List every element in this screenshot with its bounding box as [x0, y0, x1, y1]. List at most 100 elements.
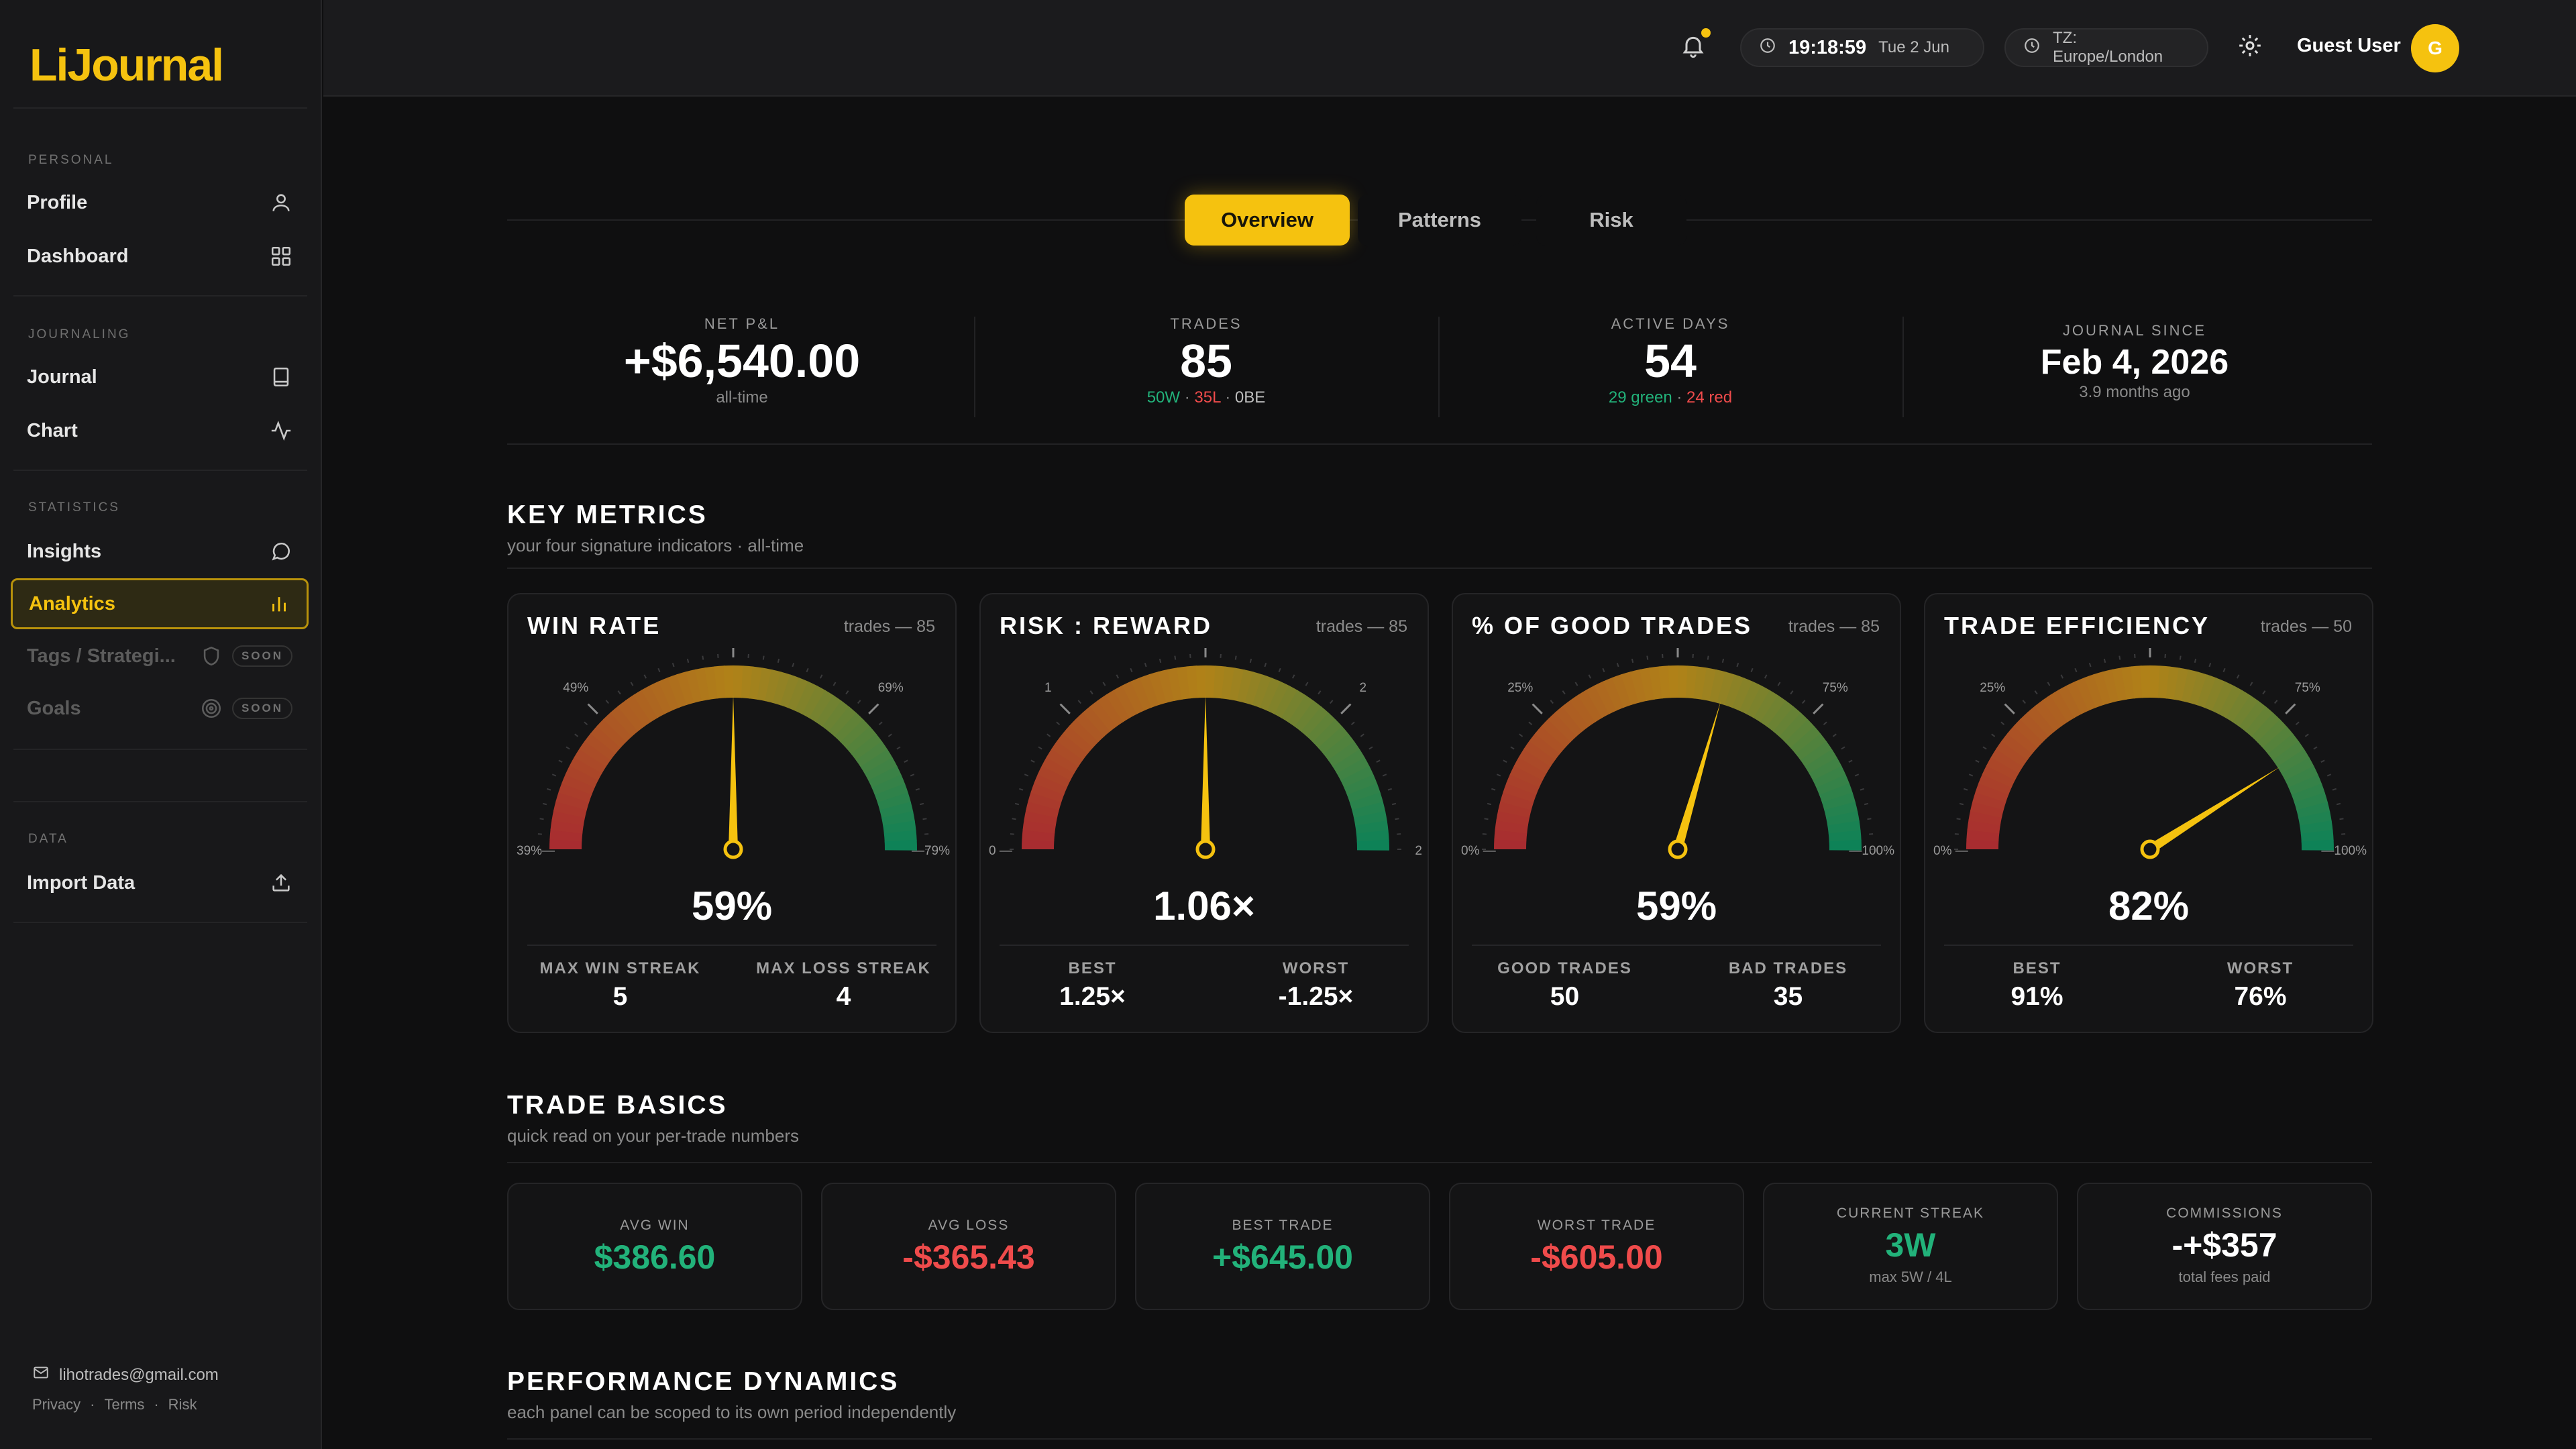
sidebar-item-goals[interactable]: Goals SOON — [11, 683, 309, 734]
gauge-arc-segment — [1346, 783, 1381, 804]
gauge-needle — [1673, 701, 1721, 851]
best-trade-card: BEST TRADE +$645.00 — [1135, 1183, 1430, 1310]
gauge-arc-segment — [1509, 765, 1544, 788]
gauge-arc-segment — [1075, 712, 1105, 743]
stat-net-pnl: NET P&L +$6,540.00 all-time — [521, 315, 963, 407]
gauge-arc-segment — [1990, 748, 2024, 774]
tab-patterns[interactable]: Patterns — [1358, 195, 1521, 246]
stat-label: JOURNAL SINCE — [2062, 322, 2207, 339]
sidebar-item-chart[interactable]: Chart — [11, 405, 309, 456]
gauge-arc-segment — [1114, 685, 1138, 718]
gauge-tick-label: 39%— — [517, 844, 555, 858]
gauge-arc-segment — [1972, 791, 2006, 810]
avatar[interactable]: G — [2411, 24, 2459, 72]
gauge-minor-tick — [2222, 667, 2226, 673]
gauge-arc-segment — [1057, 733, 1089, 761]
gauge-arc-segment — [1717, 672, 1736, 706]
account-email: lihotrades@gmail.com — [32, 1364, 219, 1386]
gauge-arc-segment — [2218, 685, 2243, 719]
user-icon — [270, 191, 292, 214]
gauge-arc-segment — [2013, 718, 2044, 748]
gauge-minor-tick — [566, 746, 570, 750]
gauge-arc-segment — [1967, 819, 2001, 834]
gauge-minor-tick — [1602, 667, 1605, 673]
gauge-minor-tick — [630, 682, 634, 686]
stat-value: Feb 4, 2026 — [2040, 343, 2229, 382]
gauge-arc-segment — [1621, 671, 1640, 706]
gauge-arc-segment — [2102, 669, 2120, 703]
sidebar-item-profile[interactable]: Profile — [11, 177, 309, 228]
gauge-card: RISK : REWARD trades — 85 1.06× BEST 1.25× WO… — [979, 593, 1429, 1033]
gauge-minor-tick — [2194, 658, 2197, 663]
gauge-arc-segment — [2277, 749, 2310, 775]
gauge-arc-segment — [1274, 685, 1299, 719]
gauge-arc-segment — [1739, 681, 1762, 715]
sidebar-item-label: Dashboard — [27, 245, 129, 267]
current-time: 19:18:59 — [1788, 36, 1867, 58]
card-label: COMMISSIONS — [2166, 1205, 2283, 1221]
sidebar-item-insights[interactable]: Insights — [11, 526, 309, 577]
separator-dot: · — [1184, 388, 1190, 407]
gauge-arc-segment — [871, 774, 906, 796]
sidebar-item-tags[interactable]: Tags / Strategi... SOON — [11, 631, 309, 682]
gauge-arc-segment — [1709, 669, 1727, 704]
gauge-footer-right: BAD TRADES 35 — [1676, 959, 1900, 1012]
sidebar-item-dashboard[interactable]: Dashboard — [11, 231, 309, 282]
gauge-minor-tick — [558, 759, 563, 763]
gauge-arc-segment — [1352, 802, 1386, 819]
gauge-tick-label: 1 — [1044, 681, 1052, 695]
divider — [13, 470, 307, 471]
current-date: Tue 2 Jun — [1878, 38, 1949, 56]
gauge-arc-segment — [1986, 756, 2020, 781]
gauge-arc-segment — [1594, 680, 1617, 714]
sidebar-item-journal[interactable]: Journal — [11, 352, 309, 402]
gauge-minor-tick — [1116, 674, 1120, 679]
commissions-card: COMMISSIONS -+$357 total fees paid — [2077, 1183, 2372, 1310]
gauge-arc-segment — [667, 674, 688, 708]
risk-link[interactable]: Risk — [168, 1396, 197, 1413]
user-name[interactable]: Guest User — [2297, 35, 2401, 56]
gauge-arc-segment — [1996, 740, 2029, 767]
gauge-tick-label: 49% — [563, 681, 588, 695]
terms-link[interactable]: Terms — [104, 1396, 145, 1413]
timezone-pill[interactable]: TZ: Europe/London — [2004, 28, 2208, 67]
section-label-data: DATA — [28, 832, 68, 846]
gauge-arc-segment — [610, 705, 639, 737]
gauge-arc-segment — [1082, 705, 1112, 737]
gauge-needle-hub — [1668, 839, 1688, 859]
gauge-arc-segment — [2041, 694, 2069, 727]
gear-icon[interactable] — [2237, 32, 2263, 62]
gauge-minor-tick — [2022, 700, 2027, 704]
tab-risk[interactable]: Risk — [1536, 195, 1686, 246]
gauge-arc-segment — [686, 669, 703, 703]
tab-overview[interactable]: Overview — [1185, 195, 1350, 246]
card-label: AVG LOSS — [928, 1218, 1010, 1233]
gauge-major-tick — [2004, 703, 2015, 714]
gauge-arc-segment — [1577, 689, 1603, 722]
gauge-needle — [2147, 766, 2281, 853]
gauge-minor-tick — [792, 662, 795, 667]
gauge-minor-tick — [1291, 674, 1295, 679]
gauge-arc-segment — [879, 802, 914, 819]
gauge-arc-segment — [1307, 712, 1336, 743]
gauge-minor-tick — [1982, 746, 1987, 750]
sidebar-item-analytics[interactable]: Analytics — [11, 578, 309, 629]
app-logo[interactable]: LiJournal — [30, 40, 224, 91]
gauge-minor-tick — [2249, 682, 2253, 686]
sidebar-item-import-data[interactable]: Import Data — [11, 857, 309, 908]
gauge-minor-tick — [1144, 662, 1147, 667]
stat-trades: TRADES 85 50W · 35L · 0BE — [985, 315, 1428, 407]
gauge-minor-tick — [1318, 690, 1322, 695]
gauge-minor-tick — [1528, 721, 1533, 726]
bell-icon[interactable] — [1680, 32, 1707, 62]
gauge-minor-tick — [1975, 759, 1980, 763]
privacy-link[interactable]: Privacy — [32, 1396, 81, 1413]
gauge-minor-tick — [1056, 721, 1061, 726]
divider — [974, 317, 975, 417]
wins-count: 50W — [1146, 388, 1181, 407]
gauge-arc-segment — [840, 719, 871, 749]
divider — [507, 1438, 2372, 1440]
gauge-minor-tick — [1368, 746, 1373, 750]
gauge-minor-tick — [888, 733, 892, 737]
gauge-trades-count: trades — 85 — [843, 617, 935, 636]
